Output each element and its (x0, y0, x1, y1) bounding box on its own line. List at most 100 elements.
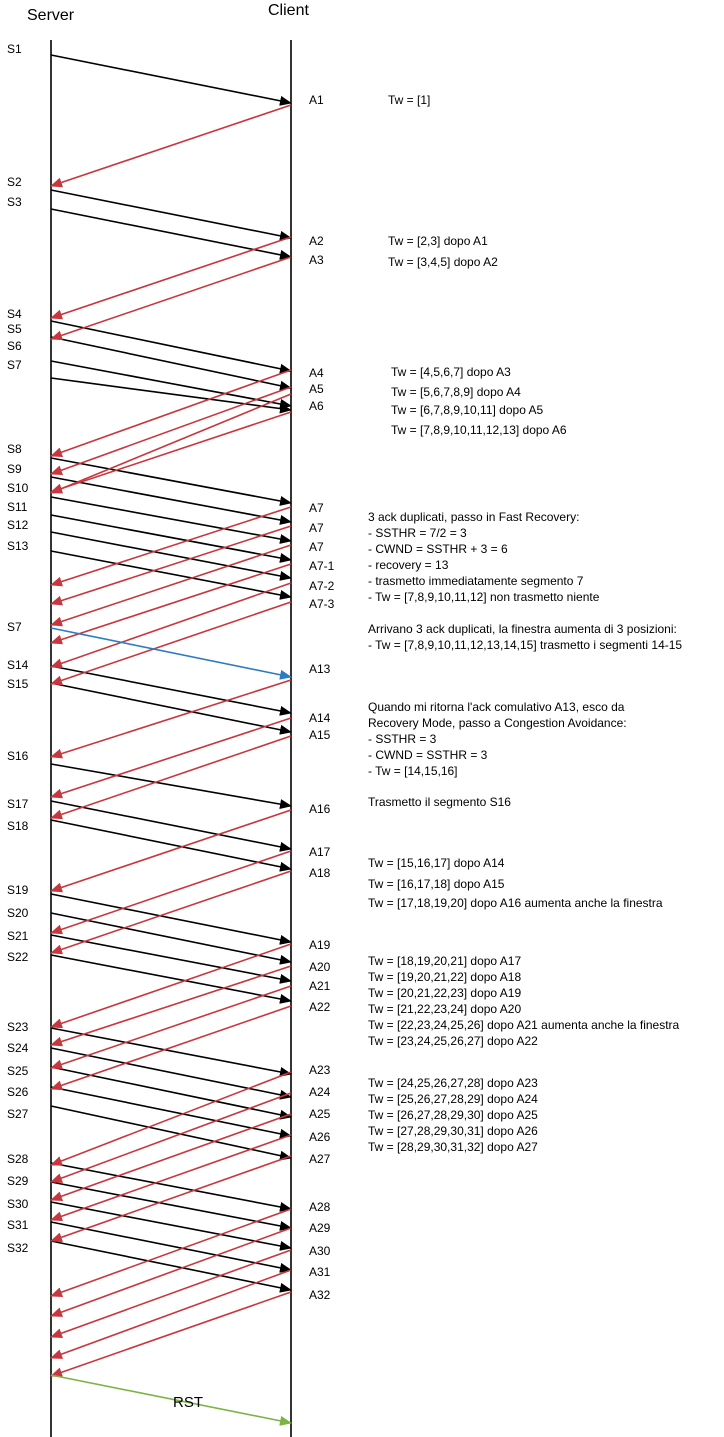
segment-arrow (50, 1181, 292, 1231)
server-segment-label: S13 (7, 539, 29, 553)
ack-arrow (50, 717, 292, 799)
segment-arrow (50, 496, 292, 544)
client-ack-label: A18 (309, 866, 331, 880)
segment-arrow (50, 682, 292, 735)
server-segment-label: S3 (7, 195, 22, 209)
window-note: Tw = [21,22,23,24] dopo A20 (368, 1002, 521, 1016)
client-ack-label: A29 (309, 1221, 331, 1235)
server-segment-label: S11 (7, 500, 28, 514)
window-note: Tw = [24,25,26,27,28] dopo A23 (368, 1076, 538, 1090)
window-note: Tw = [22,23,24,25,26] dopo A21 aumenta a… (368, 1018, 680, 1032)
server-segment-label: S30 (7, 1197, 29, 1211)
server-segment-label: S9 (7, 462, 22, 476)
segment-arrow (50, 1201, 292, 1251)
client-ack-label: A20 (309, 960, 331, 974)
window-note: - Tw = [7,8,9,10,11,12] non trasmetto ni… (368, 590, 600, 604)
client-labels: A1 A2 A3 A4 A5 A6 A7 A7 A7 A7-1 A7-2 A7-3 A13 A14 A15 A… (309, 93, 335, 1302)
server-segment-label: S5 (7, 322, 22, 336)
client-ack-label: A7-2 (309, 579, 335, 593)
client-ack-label: A16 (309, 802, 331, 816)
segment-arrow (50, 531, 292, 581)
segment-arrow (50, 336, 292, 391)
window-notes: Tw = [1] Tw = [2,3] dopo A1 Tw = [3,4,5] d… (368, 93, 682, 1154)
server-segment-label: S26 (7, 1085, 29, 1099)
server-segment-label: S17 (7, 797, 29, 811)
segment-arrow (50, 189, 292, 241)
segment-arrow (50, 514, 292, 563)
ack-arrow (50, 256, 292, 341)
client-ack-label: A15 (309, 728, 331, 742)
window-note: Arrivano 3 ack duplicati, la finestra au… (368, 622, 677, 636)
segment-arrow (50, 934, 292, 984)
server-header: Server (27, 7, 75, 24)
window-note: Tw = [4,5,6,7] dopo A3 (391, 365, 511, 379)
server-segment-label: S31 (7, 1218, 29, 1232)
server-segment-label: S16 (7, 749, 29, 763)
window-note: Tw = [19,20,21,22] dopo A18 (368, 970, 521, 984)
client-ack-label: A31 (309, 1265, 331, 1279)
server-segment-label: S10 (7, 481, 29, 495)
server-segment-label: S18 (7, 819, 29, 833)
ack-arrow (50, 679, 292, 759)
window-note: Tw = [2,3] dopo A1 (388, 234, 488, 248)
window-note: Tw = [27,28,29,30,31] dopo A26 (368, 1124, 538, 1138)
ack-arrow (50, 1005, 292, 1091)
segment-arrow (50, 800, 292, 852)
window-note: Tw = [7,8,9,10,11,12,13] dopo A6 (391, 423, 567, 437)
server-segment-label: S12 (7, 518, 29, 532)
ack-arrow (50, 1208, 292, 1297)
ack-arrow (50, 601, 292, 686)
client-ack-label: A1 (309, 93, 324, 107)
ack-arrow (50, 1291, 292, 1378)
client-ack-label: A6 (309, 399, 324, 413)
window-note: Tw = [17,18,19,20] dopo A16 aumenta anch… (368, 896, 663, 910)
ack-arrow (50, 563, 292, 645)
window-note: Quando mi ritorna l'ack comulativo A13, … (368, 700, 625, 714)
client-ack-label: A13 (309, 662, 331, 676)
window-note: Tw = [26,27,28,29,30] dopo A25 (368, 1108, 538, 1122)
client-ack-label: A26 (309, 1130, 331, 1144)
window-note: Tw = [25,26,27,28,29] dopo A24 (368, 1092, 538, 1106)
client-ack-label: A23 (309, 1063, 331, 1077)
segment-arrow (50, 665, 292, 716)
ack-arrow (50, 943, 292, 1029)
ack-arrow (50, 1134, 292, 1222)
window-note: - CWND = SSTHR = 3 (368, 748, 488, 762)
window-note: Tw = [16,17,18] dopo A15 (368, 877, 505, 891)
ack-arrow (50, 506, 292, 587)
segment-arrow (50, 550, 292, 600)
ack-arrow (50, 1155, 292, 1243)
segment-arrow (50, 457, 292, 506)
window-note: - SSTHR = 7/2 = 3 (368, 526, 467, 540)
ack-arrow (50, 985, 292, 1070)
window-note: Tw = [28,29,30,31,32] dopo A27 (368, 1140, 538, 1154)
ack-arrow (50, 1249, 292, 1338)
ack-arrow (50, 735, 292, 820)
window-note: Tw = [5,6,7,8,9] dopo A4 (391, 385, 521, 399)
window-note: Tw = [1] (388, 93, 430, 107)
segment-arrow (50, 763, 292, 810)
ack-arrow (50, 850, 292, 935)
server-segment-label: S6 (7, 339, 22, 353)
rst-label: RST (173, 1394, 203, 1411)
window-note: Trasmetto il segmento S16 (368, 795, 511, 809)
client-ack-label: A32 (309, 1288, 331, 1302)
segment-arrow (50, 893, 292, 945)
rst-arrow (50, 1374, 292, 1426)
client-ack-label: A27 (309, 1152, 331, 1166)
server-segment-label: S20 (7, 906, 29, 920)
ack-arrow (50, 1071, 292, 1166)
segment-arrow (50, 1221, 292, 1273)
client-ack-label: A2 (309, 234, 324, 248)
ack-arrow (50, 386, 292, 475)
segment-arrow (50, 476, 292, 525)
segment-arrow (50, 1066, 292, 1120)
server-segment-label: S22 (7, 950, 29, 964)
ack-arrow (50, 582, 292, 669)
client-ack-label: A21 (309, 979, 331, 993)
client-ack-label: A24 (309, 1085, 331, 1099)
segment-arrow (50, 1027, 292, 1077)
client-ack-label: A4 (309, 366, 324, 380)
retransmit-arrow (50, 627, 292, 680)
